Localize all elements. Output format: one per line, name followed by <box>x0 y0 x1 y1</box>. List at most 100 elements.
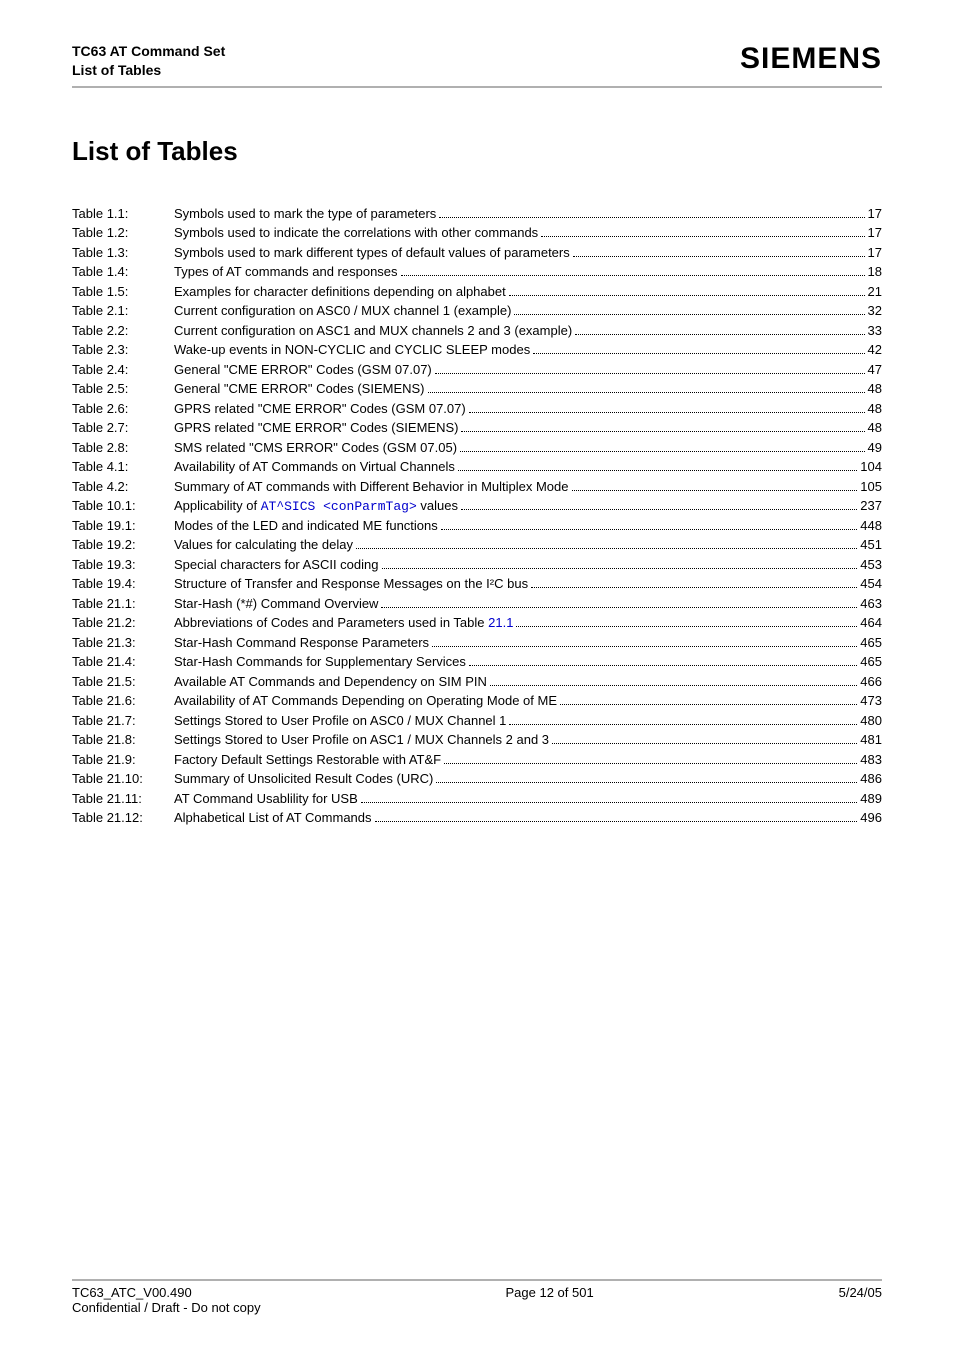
toc-label: Table 2.3: <box>72 343 174 356</box>
toc-page-number[interactable]: 454 <box>860 577 882 590</box>
toc-label: Table 21.11: <box>72 792 174 805</box>
toc-label: Table 21.2: <box>72 616 174 629</box>
toc-page-number[interactable]: 451 <box>860 538 882 551</box>
toc-page-number[interactable]: 17 <box>868 207 882 220</box>
toc-leader-dots <box>552 743 857 744</box>
toc-description: Availability of AT Commands on Virtual C… <box>174 460 455 473</box>
toc-description: Factory Default Settings Restorable with… <box>174 753 441 766</box>
toc-page-number[interactable]: 481 <box>860 733 882 746</box>
toc-page-number[interactable]: 17 <box>868 226 882 239</box>
toc-row: Table 1.2:Symbols used to indicate the c… <box>72 226 882 240</box>
toc-page-number[interactable]: 483 <box>860 753 882 766</box>
toc-page-number[interactable]: 18 <box>868 265 882 278</box>
toc-description: Applicability of AT^SICS <conParmTag> va… <box>174 499 458 513</box>
toc-label: Table 2.2: <box>72 324 174 337</box>
toc-label: Table 1.4: <box>72 265 174 278</box>
toc-leader-dots <box>441 529 858 530</box>
toc-page-number[interactable]: 42 <box>868 343 882 356</box>
toc-row: Table 1.4:Types of AT commands and respo… <box>72 265 882 279</box>
toc-row: Table 19.1:Modes of the LED and indicate… <box>72 519 882 533</box>
toc-page-number[interactable]: 465 <box>860 636 882 649</box>
toc-description: Symbols used to mark different types of … <box>174 246 570 259</box>
toc-page-number[interactable]: 464 <box>860 616 882 629</box>
toc-leader-dots <box>382 568 858 569</box>
toc-row: Table 2.8:SMS related "CMS ERROR" Codes … <box>72 441 882 455</box>
toc-description: Wake-up events in NON-CYCLIC and CYCLIC … <box>174 343 530 356</box>
toc-page-number[interactable]: 17 <box>868 246 882 259</box>
toc-description: Settings Stored to User Profile on ASC0 … <box>174 714 506 727</box>
toc-description: Examples for character definitions depen… <box>174 285 506 298</box>
toc-label: Table 2.5: <box>72 382 174 395</box>
toc-label: Table 4.1: <box>72 460 174 473</box>
page-header: TC63 AT Command Set List of Tables SIEME… <box>72 42 882 80</box>
toc-page-number[interactable]: 463 <box>860 597 882 610</box>
toc-description: Summary of AT commands with Different Be… <box>174 480 569 493</box>
toc-description: Symbols used to mark the type of paramet… <box>174 207 436 220</box>
toc-description: General "CME ERROR" Codes (SIEMENS) <box>174 382 425 395</box>
toc-page-number[interactable]: 32 <box>868 304 882 317</box>
toc-label: Table 19.2: <box>72 538 174 551</box>
toc-description: Available AT Commands and Dependency on … <box>174 675 487 688</box>
toc-leader-dots <box>531 587 857 588</box>
footer-left: TC63_ATC_V00.490 Confidential / Draft - … <box>72 1285 261 1315</box>
toc-label: Table 2.7: <box>72 421 174 434</box>
toc-page-number[interactable]: 465 <box>860 655 882 668</box>
brand-logo: SIEMENS <box>740 42 882 76</box>
toc-page-number[interactable]: 453 <box>860 558 882 571</box>
toc-page-number[interactable]: 33 <box>868 324 882 337</box>
toc-page-number[interactable]: 448 <box>860 519 882 532</box>
toc-description: Structure of Transfer and Response Messa… <box>174 577 528 590</box>
header-title-block: TC63 AT Command Set List of Tables <box>72 42 225 80</box>
toc-row: Table 1.5:Examples for character definit… <box>72 285 882 299</box>
toc-page-number[interactable]: 466 <box>860 675 882 688</box>
toc-leader-dots <box>469 412 865 413</box>
toc-row: Table 21.5:Available AT Commands and Dep… <box>72 675 882 689</box>
toc-leader-dots <box>560 704 857 705</box>
toc-leader-dots <box>573 256 865 257</box>
toc-row: Table 10.1:Applicability of AT^SICS <con… <box>72 499 882 513</box>
toc-page-number[interactable]: 486 <box>860 772 882 785</box>
toc-code: AT^SICS <conParmTag> <box>261 499 417 514</box>
footer-page-number: Page 12 of 501 <box>506 1285 594 1315</box>
footer-version: TC63_ATC_V00.490 <box>72 1285 192 1300</box>
toc-page-number[interactable]: 496 <box>860 811 882 824</box>
toc-description: AT Command Usablility for USB <box>174 792 358 805</box>
toc-page-number[interactable]: 104 <box>860 460 882 473</box>
toc-label: Table 21.10: <box>72 772 174 785</box>
toc-page-number[interactable]: 48 <box>868 421 882 434</box>
toc-leader-dots <box>401 275 865 276</box>
toc-row: Table 19.2:Values for calculating the de… <box>72 538 882 552</box>
toc-row: Table 1.3:Symbols used to mark different… <box>72 246 882 260</box>
toc-label: Table 1.2: <box>72 226 174 239</box>
toc-description: Special characters for ASCII coding <box>174 558 379 571</box>
toc-leader-dots <box>509 724 857 725</box>
toc-leader-dots <box>516 626 857 627</box>
toc-leader-dots <box>458 470 857 471</box>
toc-label: Table 2.1: <box>72 304 174 317</box>
toc-page-number[interactable]: 47 <box>868 363 882 376</box>
toc-row: Table 4.2:Summary of AT commands with Di… <box>72 480 882 494</box>
toc-row: Table 4.1:Availability of AT Commands on… <box>72 460 882 474</box>
toc-page-number[interactable]: 105 <box>860 480 882 493</box>
toc-page-number[interactable]: 49 <box>868 441 882 454</box>
toc-row: Table 2.6:GPRS related "CME ERROR" Codes… <box>72 402 882 416</box>
toc-page-number[interactable]: 21 <box>868 285 882 298</box>
toc-row: Table 19.4:Structure of Transfer and Res… <box>72 577 882 591</box>
toc-page-number[interactable]: 480 <box>860 714 882 727</box>
page-footer: TC63_ATC_V00.490 Confidential / Draft - … <box>72 1279 882 1315</box>
toc-leader-dots <box>439 217 864 218</box>
toc-label: Table 21.7: <box>72 714 174 727</box>
toc-page-number[interactable]: 48 <box>868 382 882 395</box>
toc-label: Table 1.1: <box>72 207 174 220</box>
toc-row: Table 21.2:Abbreviations of Codes and Pa… <box>72 616 882 630</box>
toc-page-number[interactable]: 48 <box>868 402 882 415</box>
toc-row: Table 19.3:Special characters for ASCII … <box>72 558 882 572</box>
toc-link[interactable]: 21.1 <box>488 615 513 630</box>
toc-row: Table 2.2:Current configuration on ASC1 … <box>72 324 882 338</box>
toc-description: General "CME ERROR" Codes (GSM 07.07) <box>174 363 432 376</box>
toc-page-number[interactable]: 489 <box>860 792 882 805</box>
toc-page-number[interactable]: 473 <box>860 694 882 707</box>
toc-label: Table 19.1: <box>72 519 174 532</box>
toc-label: Table 19.3: <box>72 558 174 571</box>
toc-page-number[interactable]: 237 <box>860 499 882 512</box>
